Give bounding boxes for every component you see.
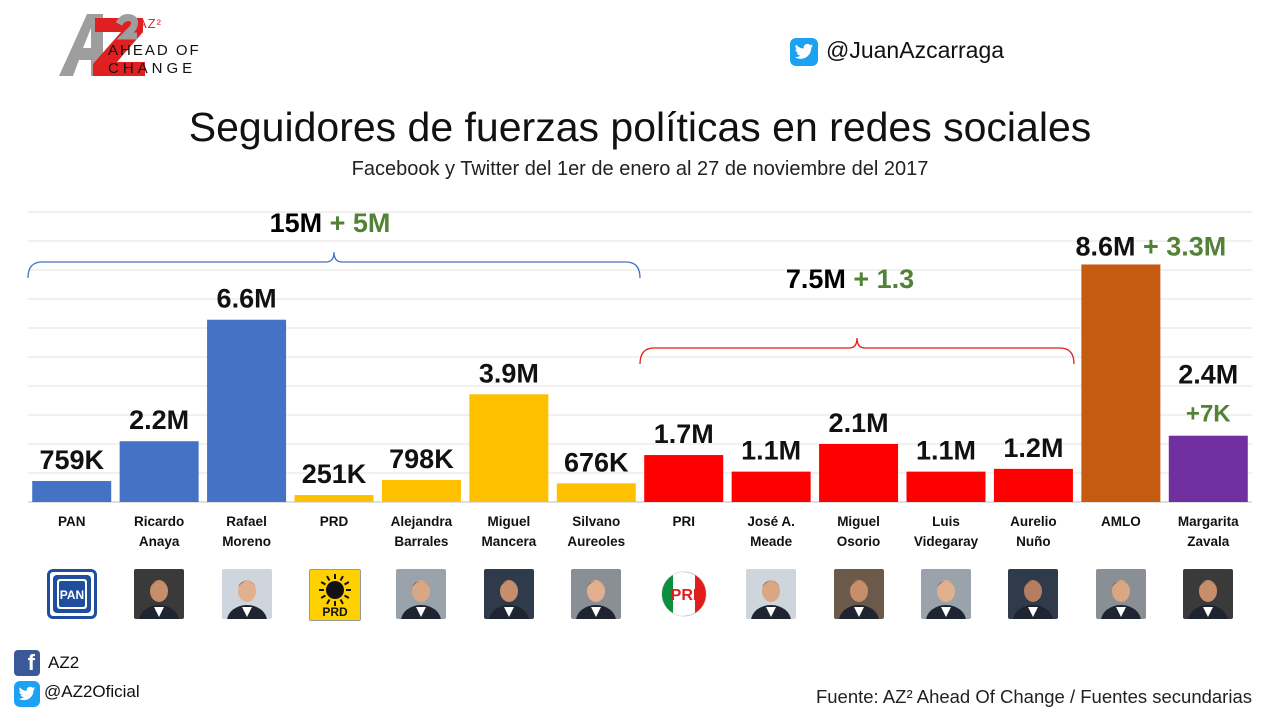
value-label: 759K xyxy=(39,445,104,475)
group-label-pan-prd: 15M + 5M xyxy=(200,208,460,239)
anaya-photo xyxy=(134,569,185,619)
facebook-name[interactable]: AZ2 xyxy=(48,653,80,672)
value-labels: 759K 2.2M 6.6M 251K 798K 3.9M 676K 1.7M 1.1M 2.1M… xyxy=(39,231,1238,489)
value-label: 8.6M + 3.3M xyxy=(1075,231,1226,261)
bars xyxy=(32,264,1248,502)
twitter-icon xyxy=(14,681,40,707)
value-label: 798K xyxy=(389,444,454,474)
value-label: 1.1M xyxy=(741,436,801,466)
category-label: PRI xyxy=(672,514,695,529)
bar xyxy=(1081,264,1161,502)
facebook-icon: f xyxy=(14,650,40,676)
value-label: 3.9M xyxy=(479,358,539,388)
bar xyxy=(993,468,1073,502)
osorio-photo xyxy=(833,569,884,619)
bar xyxy=(819,444,899,502)
bar xyxy=(1168,435,1248,502)
logo-badge: AZ² xyxy=(138,16,162,31)
chart-subtitle: Facebook y Twitter del 1er de enero al 2… xyxy=(351,158,929,180)
value-label: 251K xyxy=(302,459,367,489)
category-label: Rafael Moreno xyxy=(222,514,271,549)
value-label: 2.1M xyxy=(829,408,889,438)
group-extra-value: + 5M xyxy=(329,208,391,238)
category-label: Miguel Osorio xyxy=(836,514,881,549)
bar xyxy=(207,319,287,502)
chart-title: Seguidores de fuerzas políticas en redes… xyxy=(188,104,1092,150)
bar xyxy=(906,471,986,502)
group-base-value: 7.5M xyxy=(785,264,846,294)
value-label: 1.7M xyxy=(654,419,714,449)
prd-logo-photo: PRD xyxy=(309,569,361,621)
group-base-value: 15M xyxy=(269,208,323,238)
value-label: 6.6M xyxy=(217,284,277,314)
category-label: Aurelio Nuño xyxy=(1010,514,1057,549)
twitter-icon xyxy=(790,38,818,66)
pri-logo-photo: PRI xyxy=(658,569,709,619)
group-bracket xyxy=(639,337,1075,365)
value-label: 2.2M xyxy=(129,405,189,435)
group-brackets xyxy=(27,251,1075,365)
category-label: Ricardo Anaya xyxy=(134,514,185,549)
zavala-photo xyxy=(1183,569,1234,619)
svg-text:PAN: PAN xyxy=(59,588,83,602)
nuno-photo xyxy=(1008,569,1059,619)
category-label: Alejandra Barrales xyxy=(390,514,453,549)
group-extra-value: + 1.3 xyxy=(853,264,915,294)
twitter-handle-footer[interactable]: @AZ2Oficial xyxy=(44,682,140,701)
source-note: Fuente: AZ² Ahead Of Change / Fuentes se… xyxy=(815,686,1252,707)
value-label: 1.2M xyxy=(1003,433,1063,463)
bar xyxy=(644,455,724,502)
bar xyxy=(556,483,636,502)
logo-text-line1: AHEAD OF xyxy=(108,42,201,59)
category-label: Luis Videgaray xyxy=(913,514,979,549)
category-label: PRD xyxy=(319,514,349,529)
aureoles-photo xyxy=(571,569,622,619)
az2-logo xyxy=(59,14,145,76)
bar xyxy=(32,481,112,502)
bar xyxy=(119,441,199,502)
value-label: 1.1M xyxy=(916,436,976,466)
bar xyxy=(469,394,549,502)
amlo-photo xyxy=(1095,569,1146,619)
value-label: 676K xyxy=(564,447,629,477)
videgaray-photo xyxy=(921,569,971,619)
svg-text:PRD: PRD xyxy=(322,605,348,619)
moreno-photo xyxy=(221,569,272,619)
logo-text-line2: CHANGE xyxy=(108,60,197,77)
category-label: PAN xyxy=(57,514,86,529)
meade-photo xyxy=(746,569,797,619)
value-label: 2.4M xyxy=(1178,360,1238,390)
pan-logo-photo: PAN xyxy=(46,569,97,619)
category-label: Margarita Zavala xyxy=(1177,514,1239,549)
category-label: Silvano Aureoles xyxy=(567,514,626,549)
bar xyxy=(381,479,461,502)
mancera-photo xyxy=(483,569,534,619)
twitter-handle[interactable]: @JuanAzcarraga xyxy=(826,37,1005,63)
bar xyxy=(294,495,374,502)
bar xyxy=(731,471,811,502)
barrales-photo xyxy=(396,569,447,619)
value-label-extra: +7K xyxy=(1186,401,1231,428)
group-bracket xyxy=(27,251,641,279)
category-label: José A. Meade xyxy=(747,514,795,549)
category-label: Miguel Mancera xyxy=(481,514,537,549)
category-label: AMLO xyxy=(1100,514,1141,529)
group-label-pri: 7.5M + 1.3 xyxy=(720,264,980,295)
svg-text:PRI: PRI xyxy=(670,587,697,604)
